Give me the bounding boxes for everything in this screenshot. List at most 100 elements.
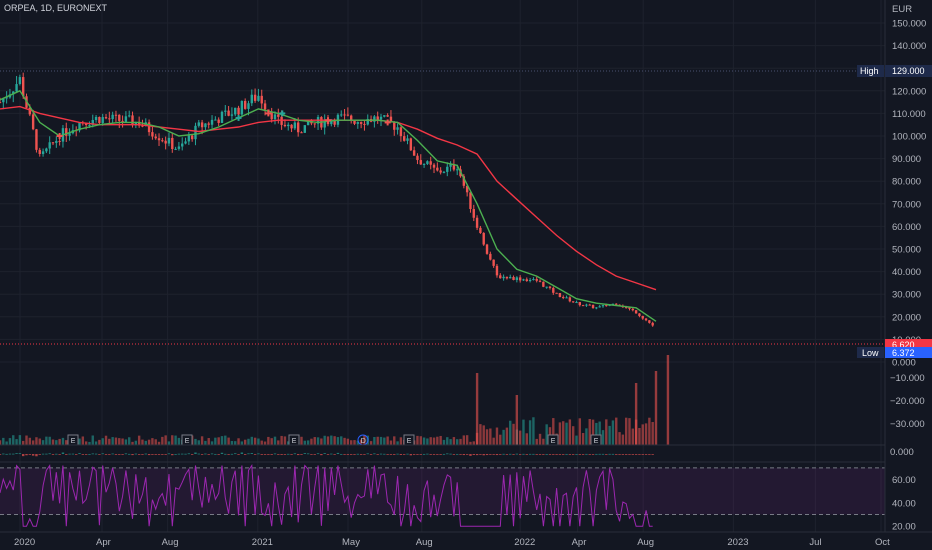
candle-body [399,127,403,137]
volume-bar [313,437,316,445]
candle-body [565,297,568,299]
candle-body [396,127,399,130]
candle-body [151,132,154,137]
time-tick-label: Aug [416,537,433,548]
candle-body [495,265,499,276]
oscillator-bar [495,454,499,456]
candle-body [449,164,452,167]
volume-bar [141,439,144,445]
oscillator-bar [396,453,399,455]
candle-body [558,293,562,298]
price-tick-label: 120.000 [892,86,926,97]
volume-bar [552,418,555,445]
oscillator-bar [65,454,68,455]
volume-bar [588,418,591,445]
volume-bar [194,438,197,445]
candle-body [88,124,91,126]
oscillator-bar [147,454,151,456]
oscillator-bar [485,454,489,456]
candle-body [542,281,545,287]
symbol-title[interactable]: ORPEA, 1D, EURONEXT [4,3,108,13]
oscillator-bar [429,454,432,455]
candle-body [442,171,446,173]
candle-body [21,77,25,97]
volume-bar [631,428,635,445]
candle-body [108,118,111,120]
oscillator-bar [0,454,2,455]
candle-body [197,122,200,126]
oscillator-bar [290,454,293,455]
oscillator-bar [174,453,177,455]
candle-body [35,129,38,150]
volume-bar [605,419,608,445]
oscillator-bar [456,453,459,455]
oscillator-bar [545,453,548,455]
oscillator-bar [84,454,88,455]
candle-body [634,310,638,314]
volume-bar [247,438,250,445]
price-tick-label: 50.000 [892,245,921,256]
volume-bar [154,439,157,445]
candle-body [416,155,419,161]
oscillator-bar [303,453,307,454]
candle-body [340,114,343,116]
volume-bar [253,437,257,445]
oscillator-bar [422,453,426,455]
candle-body [406,138,409,141]
volume-bar [101,438,104,445]
volume-bar [118,438,121,445]
oscillator-bar [293,453,297,455]
oscillator-bar [230,453,234,455]
volume-bar [167,441,171,445]
candle-body [349,115,353,121]
candle-body [68,133,71,136]
volume-bar [472,441,475,445]
candle-body [512,277,515,280]
high-tag: High [860,66,879,76]
oscillator-bar [578,454,581,455]
oscillator-bar [18,453,22,455]
time-tick-label: 2020 [14,537,35,548]
oscillator-bar [336,452,340,454]
volume-bar [479,424,482,445]
candle-body [356,122,360,124]
candle-body [588,304,591,306]
candle-body [605,305,608,307]
oscillator-bar [340,453,343,455]
volume-bar [638,428,641,445]
time-axis[interactable]: 2020 Apr Aug 2021 May Aug 2022 Apr Aug 2023 Jul Oct [14,537,890,548]
volume-bar [147,439,151,445]
oscillator-bar [184,453,187,455]
price-tick-label: 80.000 [892,177,921,188]
oscillator-bar [161,454,164,455]
candle-body [598,306,601,308]
volume-bar [55,440,58,445]
oscillator-bar [323,453,326,454]
oscillator-bar [124,453,128,455]
oscillator-bar [333,454,336,455]
candle-body [601,305,605,307]
candle-body [499,275,502,279]
candle-body [174,148,177,150]
oscillator-bar [621,454,625,455]
oscillator-bar [128,453,131,455]
candle-body [194,125,197,140]
volume-bar [35,437,38,445]
candle-body [644,318,648,321]
oscillator-bar [270,454,273,455]
volume-bar [200,436,204,445]
volume-bar [644,423,648,445]
volume-spike [515,395,519,445]
time-tick-label: Jul [809,537,821,548]
volume-bar [177,437,181,445]
oscillator-bar [608,453,611,455]
oscillator-bar [591,454,595,455]
candle-body [200,122,204,128]
event-label: E [185,438,190,445]
oscillator-bar [197,453,200,455]
volume-bar [333,436,336,445]
price-axis[interactable]: 150.000140.000130.000120.000110.000100.0… [892,19,926,369]
event-label: E [71,438,76,445]
